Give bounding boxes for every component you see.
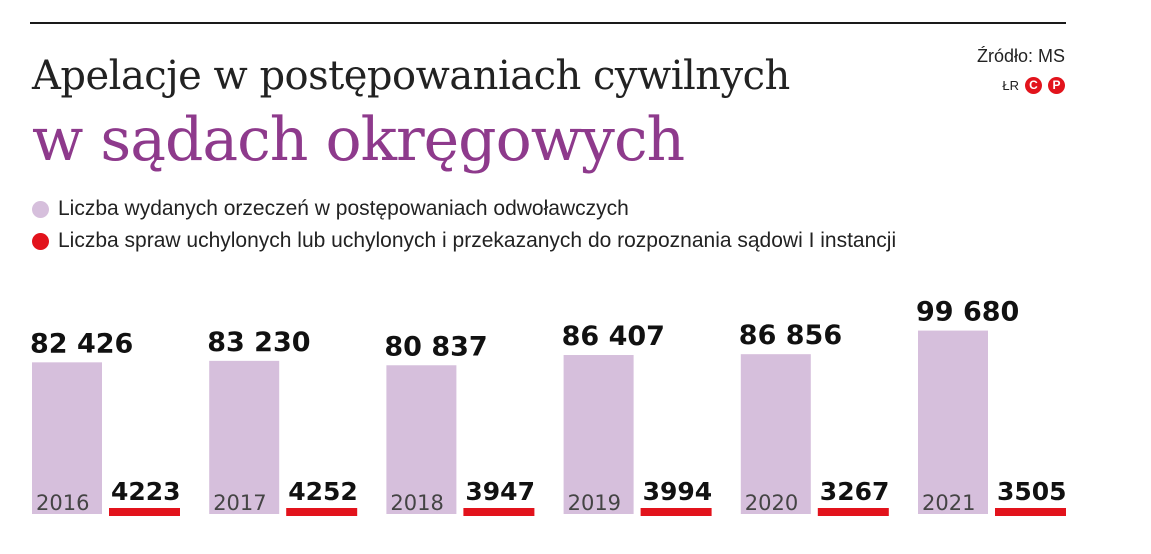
year-label-2016: 2016 — [36, 491, 89, 515]
legend-label-revoked: Liczba spraw uchylonych lub uchylonych i… — [58, 229, 897, 252]
author-initials: ŁR — [1002, 78, 1019, 93]
bar-rulings-2018 — [386, 365, 457, 514]
credits: ŁR C P — [1002, 77, 1065, 94]
chart-legend: Liczba wydanych orzeczeń w postępowaniac… — [32, 193, 896, 257]
bar-rulings-2019 — [563, 355, 634, 514]
value-label-revoked-2020: 3267 — [820, 477, 890, 506]
bar-revoked-2016 — [109, 508, 180, 516]
bar-rulings-2016 — [32, 362, 102, 514]
value-label-rulings-2021: 99 680 — [916, 297, 1019, 328]
year-label-2019: 2019 — [568, 491, 621, 515]
bar-rulings-2021 — [918, 330, 988, 514]
year-label-2020: 2020 — [745, 491, 798, 515]
copyright-p-badge: P — [1048, 77, 1065, 94]
value-label-rulings-2020: 86 856 — [739, 320, 842, 351]
value-label-rulings-2018: 80 837 — [384, 331, 487, 362]
chart-title-line1: Apelacje w postępowaniach cywilnych — [32, 53, 790, 99]
value-label-revoked-2019: 3994 — [643, 477, 713, 506]
bar-revoked-2021 — [995, 508, 1066, 516]
legend-swatch-revoked — [32, 232, 49, 250]
legend-label-rulings: Liczba wydanych orzeczeń w postępowaniac… — [58, 197, 629, 220]
bar-revoked-2019 — [640, 508, 712, 516]
value-label-revoked-2016: 4223 — [111, 477, 181, 506]
copyright-c-badge: C — [1025, 77, 1042, 94]
value-label-revoked-2017: 4252 — [288, 477, 358, 506]
source-label: Źródło: MS — [976, 46, 1065, 66]
legend-item-rulings: Liczba wydanych orzeczeń w postępowaniac… — [32, 193, 896, 225]
bar-revoked-2017 — [286, 508, 358, 516]
bar-rulings-2017 — [209, 360, 280, 514]
legend-swatch-rulings — [32, 200, 49, 218]
chart-title-line2: w sądach okręgowych — [32, 105, 685, 175]
value-label-revoked-2021: 3505 — [997, 477, 1067, 506]
value-label-revoked-2018: 3947 — [465, 477, 535, 506]
legend-item-revoked: Liczba spraw uchylonych lub uchylonych i… — [32, 225, 896, 257]
value-label-rulings-2019: 86 407 — [562, 321, 665, 352]
bar-revoked-2018 — [463, 508, 535, 516]
year-label-2018: 2018 — [390, 491, 443, 515]
top-rule — [30, 22, 1066, 24]
year-label-2021: 2021 — [922, 491, 975, 515]
bar-revoked-2020 — [817, 508, 889, 516]
value-label-rulings-2017: 83 230 — [207, 327, 310, 358]
bar-rulings-2020 — [740, 354, 811, 514]
year-label-2017: 2017 — [213, 491, 266, 515]
value-label-rulings-2016: 82 426 — [30, 328, 133, 359]
